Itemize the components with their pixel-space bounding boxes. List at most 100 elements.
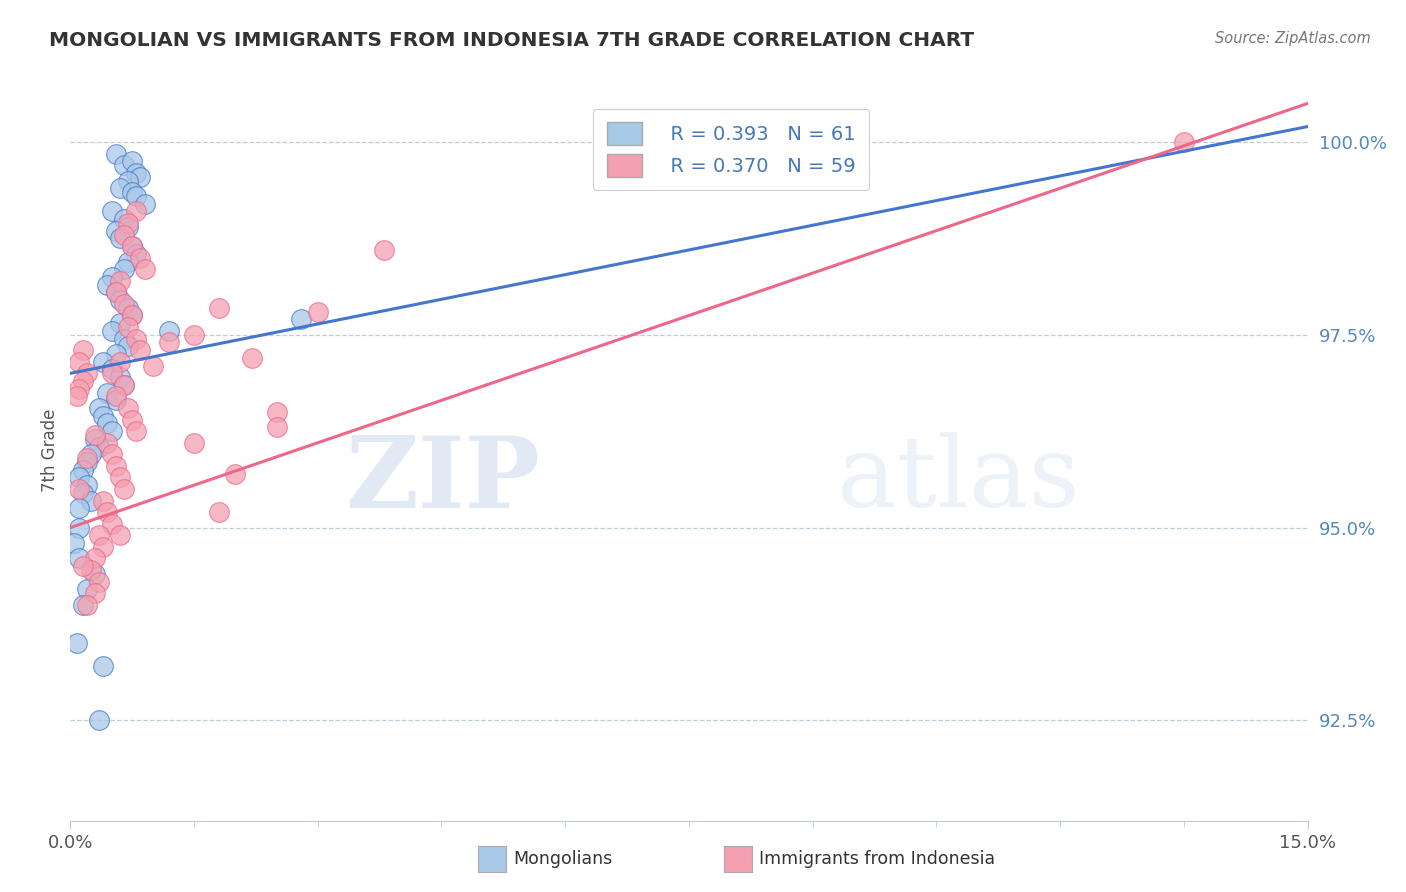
- Point: [100, 204, 122, 219]
- Point: [72, 343, 94, 358]
- Point: [108, 528, 131, 542]
- Point: [76, 598, 98, 612]
- Point: [89, 714, 111, 728]
- Text: Source: ZipAtlas.com: Source: ZipAtlas.com: [1215, 31, 1371, 46]
- Point: [63, 536, 86, 550]
- Text: ZIP: ZIP: [346, 432, 540, 529]
- Point: [112, 212, 135, 227]
- Point: [125, 247, 148, 261]
- Point: [89, 528, 111, 542]
- Point: [142, 359, 165, 373]
- Point: [183, 327, 205, 342]
- Point: [157, 324, 180, 338]
- Point: [89, 401, 111, 415]
- Point: [67, 470, 90, 484]
- Point: [117, 216, 139, 230]
- Point: [121, 412, 143, 426]
- Point: [96, 385, 118, 400]
- Point: [121, 239, 143, 253]
- Text: Mongolians: Mongolians: [513, 850, 613, 868]
- Point: [121, 309, 143, 323]
- Point: [112, 332, 135, 346]
- Point: [240, 351, 263, 365]
- Point: [112, 482, 135, 496]
- Point: [66, 389, 89, 403]
- Point: [72, 374, 94, 388]
- Point: [100, 324, 122, 338]
- Point: [84, 551, 107, 566]
- Point: [112, 378, 135, 392]
- Point: [121, 309, 143, 323]
- Point: [307, 304, 329, 318]
- Point: [112, 378, 135, 392]
- Point: [84, 428, 107, 442]
- Point: [129, 343, 152, 358]
- Point: [76, 451, 98, 466]
- Point: [104, 389, 127, 403]
- Point: [72, 463, 94, 477]
- Point: [1173, 135, 1195, 149]
- Point: [134, 262, 156, 277]
- Point: [66, 636, 89, 650]
- Point: [91, 540, 114, 554]
- Y-axis label: 7th Grade: 7th Grade: [41, 409, 59, 492]
- Point: [290, 312, 312, 326]
- Point: [104, 224, 127, 238]
- Point: [67, 355, 90, 369]
- Text: MONGOLIAN VS IMMIGRANTS FROM INDONESIA 7TH GRADE CORRELATION CHART: MONGOLIAN VS IMMIGRANTS FROM INDONESIA 7…: [49, 31, 974, 50]
- Point: [117, 219, 139, 234]
- Point: [129, 169, 152, 184]
- Point: [96, 435, 118, 450]
- Point: [100, 269, 122, 284]
- Point: [89, 574, 111, 589]
- Point: [125, 166, 148, 180]
- Point: [108, 370, 131, 384]
- Point: [84, 566, 107, 581]
- Point: [91, 493, 114, 508]
- Point: [108, 316, 131, 330]
- Point: [117, 173, 139, 187]
- Point: [183, 435, 205, 450]
- Point: [100, 362, 122, 376]
- Point: [80, 563, 103, 577]
- Point: [125, 332, 148, 346]
- Text: atlas: atlas: [838, 433, 1080, 528]
- Point: [121, 185, 143, 199]
- Point: [96, 417, 118, 431]
- Point: [112, 227, 135, 242]
- Point: [129, 251, 152, 265]
- Point: [80, 493, 103, 508]
- Point: [72, 559, 94, 574]
- Point: [72, 486, 94, 500]
- Point: [157, 335, 180, 350]
- Point: [121, 154, 143, 169]
- Point: [117, 320, 139, 334]
- Point: [108, 231, 131, 245]
- Point: [266, 420, 288, 434]
- Point: [373, 243, 395, 257]
- Point: [125, 204, 148, 219]
- Point: [266, 405, 288, 419]
- Point: [72, 598, 94, 612]
- Point: [112, 297, 135, 311]
- Point: [100, 424, 122, 438]
- Point: [67, 382, 90, 396]
- Point: [134, 196, 156, 211]
- Point: [100, 367, 122, 381]
- Point: [108, 181, 131, 195]
- Point: [208, 505, 231, 519]
- Point: [80, 447, 103, 461]
- Point: [91, 355, 114, 369]
- Point: [100, 516, 122, 531]
- Point: [76, 478, 98, 492]
- Text: Immigrants from Indonesia: Immigrants from Indonesia: [759, 850, 995, 868]
- Point: [89, 440, 111, 454]
- Point: [121, 239, 143, 253]
- Point: [104, 393, 127, 408]
- Point: [76, 455, 98, 469]
- Point: [104, 347, 127, 361]
- Point: [67, 501, 90, 516]
- Point: [96, 505, 118, 519]
- Point: [91, 659, 114, 673]
- Point: [112, 158, 135, 172]
